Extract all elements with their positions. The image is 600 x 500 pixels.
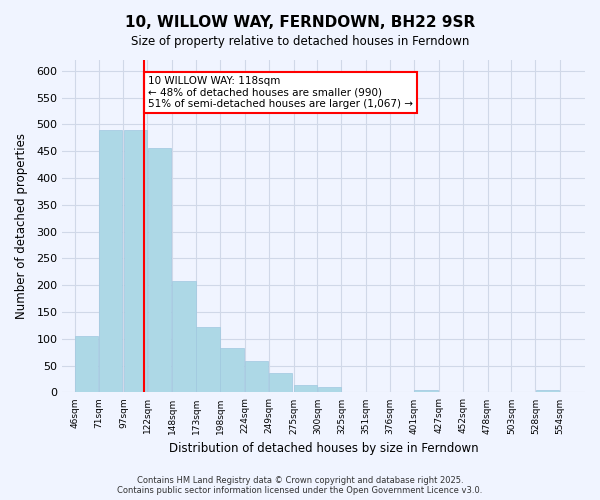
Bar [317, 387, 341, 392]
Bar [536, 390, 559, 392]
Text: Contains HM Land Registry data © Crown copyright and database right 2025.
Contai: Contains HM Land Registry data © Crown c… [118, 476, 482, 495]
Bar [294, 385, 317, 392]
Bar [269, 373, 292, 392]
Bar [172, 281, 196, 392]
Bar [245, 362, 268, 392]
Text: Size of property relative to detached houses in Ferndown: Size of property relative to detached ho… [131, 35, 469, 48]
Bar [414, 390, 437, 392]
Y-axis label: Number of detached properties: Number of detached properties [15, 133, 28, 319]
Bar [75, 336, 98, 392]
Text: 10 WILLOW WAY: 118sqm
← 48% of detached houses are smaller (990)
51% of semi-det: 10 WILLOW WAY: 118sqm ← 48% of detached … [148, 76, 413, 110]
Bar [220, 348, 244, 393]
Bar [196, 327, 220, 392]
Bar [124, 130, 147, 392]
Bar [99, 130, 122, 392]
Text: 10, WILLOW WAY, FERNDOWN, BH22 9SR: 10, WILLOW WAY, FERNDOWN, BH22 9SR [125, 15, 475, 30]
X-axis label: Distribution of detached houses by size in Ferndown: Distribution of detached houses by size … [169, 442, 478, 455]
Bar [148, 148, 171, 392]
